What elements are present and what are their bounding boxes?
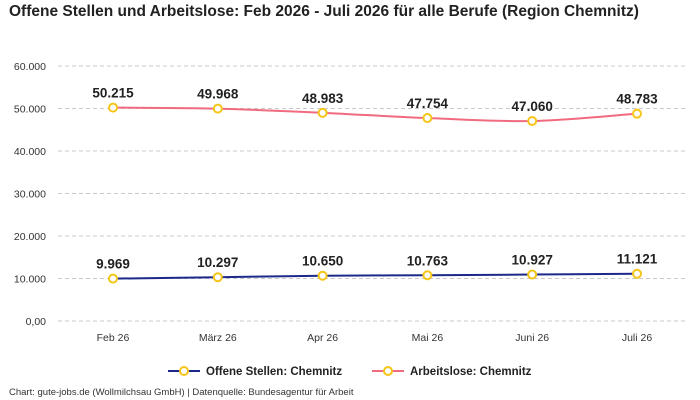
data-label: 10.650 [302,254,343,269]
y-tick-label: 0,00 [26,316,47,328]
y-tick-label: 60.000 [14,61,46,73]
data-point [317,270,328,281]
data-label: 9.969 [96,257,130,272]
series-markers [108,102,642,284]
data-label: 49.968 [197,87,239,102]
legend-label: Arbeitslose: Chemnitz [410,366,532,378]
legend-label: Offene Stellen: Chemnitz [206,366,342,378]
y-axis: 0,00 10.000 20.000 30.000 40.000 50.000 60.000 [14,61,46,328]
chart-title: Offene Stellen und Arbeitslose: Feb 2026… [9,3,639,20]
legend-swatch-marker [179,366,189,376]
chart-credits: Chart: gute-jobs.de (Wollmilchsau GmbH) … [9,387,354,398]
data-label: 48.983 [302,91,344,106]
legend-item-1: Offene Stellen: Chemnitz [168,366,342,378]
data-point [632,108,642,119]
x-tick-label: Juni 26 [515,332,549,344]
data-point [108,273,118,284]
data-label: 11.121 [617,252,658,267]
data-point [422,113,433,124]
series-line-1 [112,272,638,280]
data-point [108,102,118,113]
data-point [527,269,538,280]
x-tick-label: Juli 26 [622,332,653,344]
legend-swatch-marker [383,366,393,376]
data-point [422,270,433,281]
data-label: 50.215 [92,86,134,101]
gridlines [58,65,688,322]
data-point [317,107,328,118]
y-tick-label: 10.000 [14,274,46,286]
data-label: 47.060 [512,99,553,114]
y-tick-label: 20.000 [14,231,46,243]
data-point [632,268,642,279]
x-axis: Feb 26 März 26 Apr 26 Mai 26 Juni 26 Juli 26 [97,332,653,344]
legend: Offene Stellen: Chemnitz Arbeitslose: Che… [168,366,532,378]
data-point [212,272,223,283]
y-tick-label: 50.000 [14,104,46,116]
series-line-2 [112,106,638,123]
data-labels: 9.969 10.297 10.650 10.763 10.927 11.121 50.21… [92,86,658,272]
series-lines [112,106,638,280]
legend-item-2: Arbeitslose: Chemnitz [372,366,532,378]
data-point [212,103,223,114]
y-tick-label: 40.000 [14,146,46,158]
y-tick-label: 30.000 [14,189,46,201]
data-label: 10.763 [407,253,449,268]
data-point [527,115,538,126]
data-label: 10.297 [197,255,238,270]
data-label: 47.754 [407,96,449,111]
x-tick-label: Mai 26 [412,332,444,344]
x-tick-label: Apr 26 [307,332,338,344]
data-label: 48.783 [616,92,658,107]
x-tick-label: März 26 [199,332,237,344]
x-tick-label: Feb 26 [97,332,130,344]
data-label: 10.927 [512,253,553,268]
